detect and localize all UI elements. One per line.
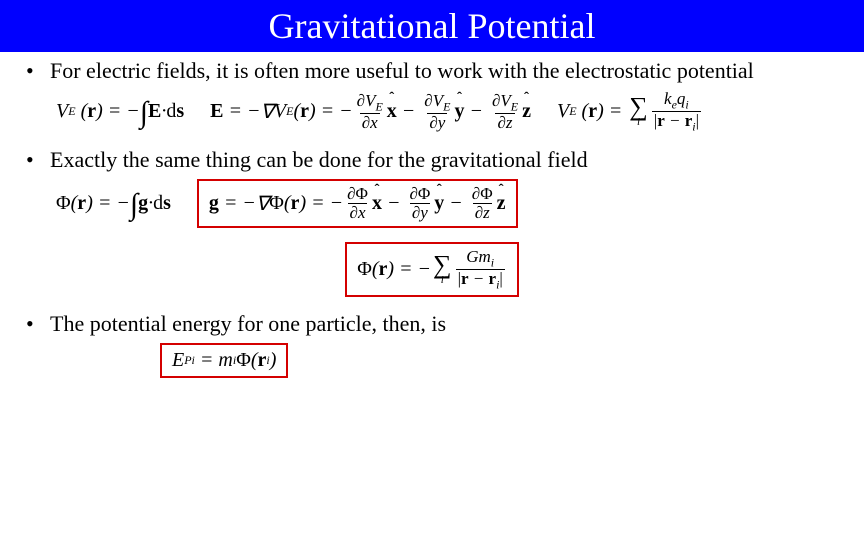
equation-row-4: EPi = miΦ(ri) [160,343,844,378]
bullet-1: • For electric fields, it is often more … [20,58,844,84]
eq-g-gradient: g = −∇Φ(r) = − ∂Φ∂x x − ∂Φ∂y y − ∂Φ∂z z [209,185,506,222]
bullet-1-text: For electric fields, it is often more us… [50,58,754,84]
equation-row-2: Φ(r) = −∫g·ds g = −∇Φ(r) = − ∂Φ∂x x − ∂Φ… [56,179,844,228]
eq-phi-sum: Φ(r) = − ∑i Gmi |r − ri| [357,248,507,291]
eq-energy-box: EPi = miΦ(ri) [160,343,288,378]
slide-title: Gravitational Potential [269,5,596,47]
eq-phi-sum-box: Φ(r) = − ∑i Gmi |r − ri| [345,242,519,297]
slide-content: • For electric fields, it is often more … [0,52,864,398]
eq-energy: EPi = miΦ(ri) [172,349,276,372]
eq-phi-integral: Φ(r) = −∫g·ds [56,186,171,220]
eq-ve-integral: VE (r) = −∫E·ds [56,94,184,128]
bullet-3-text: The potential energy for one particle, t… [50,311,446,337]
equation-row-3: Φ(r) = − ∑i Gmi |r − ri| [20,242,844,297]
eq-e-gradient: E = −∇VE(r) = − ∂VE∂x x − ∂VE∂y y − ∂VE∂… [210,92,531,132]
bullet-2-text: Exactly the same thing can be done for t… [50,147,588,173]
eq-g-gradient-box: g = −∇Φ(r) = − ∂Φ∂x x − ∂Φ∂y y − ∂Φ∂z z [197,179,518,228]
eq-ve-sum: VE (r) = ∑i keqi |r − ri| [557,90,703,133]
bullet-dot: • [20,58,50,84]
title-banner: Gravitational Potential [0,0,864,52]
equation-row-1: VE (r) = −∫E·ds E = −∇VE(r) = − ∂VE∂x x … [56,90,844,133]
bullet-dot: • [20,311,50,337]
bullet-dot: • [20,147,50,173]
bullet-2: • Exactly the same thing can be done for… [20,147,844,173]
bullet-3: • The potential energy for one particle,… [20,311,844,337]
